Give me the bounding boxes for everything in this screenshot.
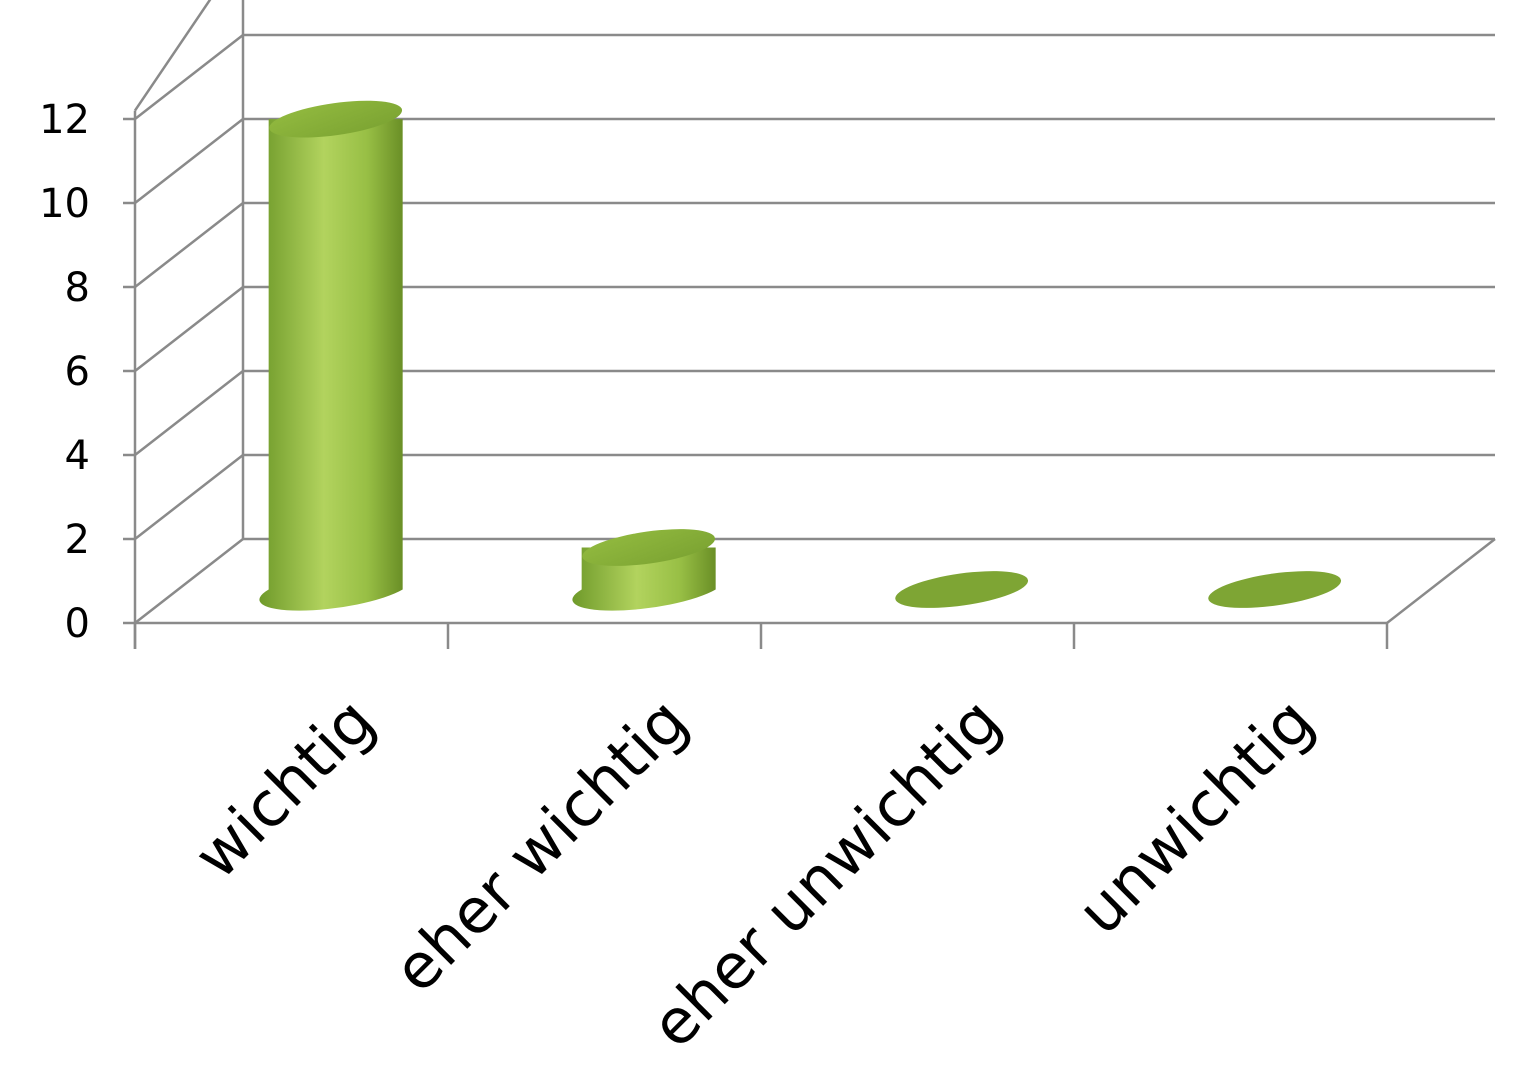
bar-4 <box>1208 571 1342 608</box>
gridlines <box>133 0 1496 624</box>
x-category-label: unwichtig <box>1063 684 1327 948</box>
y-tick-label: 2 <box>65 517 90 563</box>
y-tick-label: 6 <box>65 349 90 395</box>
bar-cap <box>895 571 1029 608</box>
bar-2 <box>572 529 716 611</box>
y-tick-label: 8 <box>65 265 90 311</box>
x-category-label: eher wichtig <box>379 684 701 1006</box>
floor-right-edge <box>1386 538 1496 624</box>
bar-body <box>259 119 403 611</box>
side-gridline-0 <box>134 538 244 624</box>
x-category-label: wichtig <box>180 684 389 893</box>
bar-cap <box>582 529 716 566</box>
y-tick-label: 10 <box>39 181 90 227</box>
y-tick-label: 12 <box>39 97 90 143</box>
side-gridline-top <box>133 0 212 112</box>
bar-1 <box>259 100 403 611</box>
bars <box>259 100 1342 611</box>
side-gridline-8 <box>134 202 244 288</box>
side-gridline-2 <box>134 454 244 540</box>
side-gridline-10 <box>134 118 244 204</box>
y-tick-label: 4 <box>65 433 90 479</box>
bar-cap <box>269 100 403 138</box>
y-tick-labels: 0 2 4 6 8 10 12 <box>39 97 90 647</box>
bar-3 <box>895 571 1029 608</box>
bar-cap <box>1208 571 1342 608</box>
side-gridline-6 <box>134 286 244 372</box>
axes <box>123 110 1389 649</box>
y-tick-label: 0 <box>65 601 90 647</box>
side-gridline-12 <box>134 34 244 120</box>
side-gridline-4 <box>134 370 244 456</box>
